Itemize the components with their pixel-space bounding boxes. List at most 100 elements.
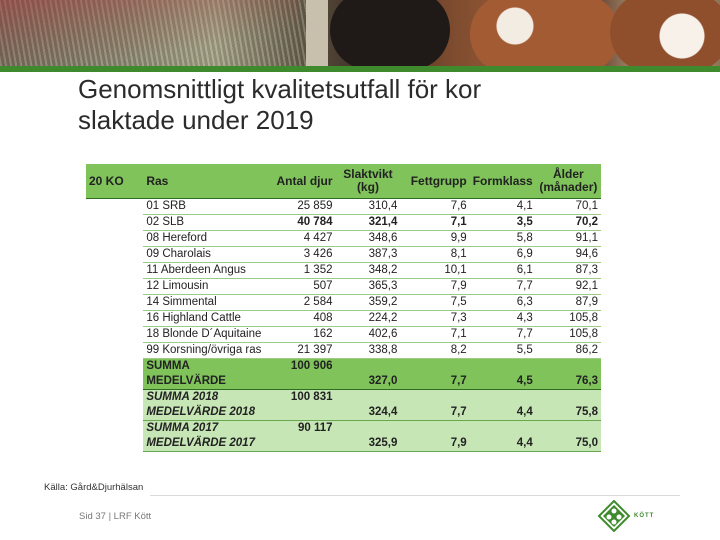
row-group-cell	[86, 279, 143, 295]
header-alder: Ålder (månader)	[535, 164, 601, 199]
row-fettgrupp: 8,2	[400, 342, 470, 359]
summa-antal: 100 906	[267, 358, 336, 374]
table-row: 12 Limousin 507 365,3 7,9 7,7 92,1	[86, 278, 601, 295]
summa-label: SUMMA	[143, 358, 268, 374]
header-slaktvikt-line1: Slaktvikt	[343, 167, 393, 181]
medel-label: MEDELVÄRDE	[143, 374, 268, 390]
row-formklass: 3,5	[469, 214, 536, 231]
summa-2018-label: SUMMA 2018	[143, 389, 268, 405]
row-fettgrupp: 10,1	[400, 262, 470, 279]
header-divider	[0, 66, 720, 72]
medel-slaktvikt: 327,0	[335, 374, 401, 390]
table-row: 99 Korsning/övriga ras 21 397 338,8 8,2 5,5 8…	[86, 342, 601, 359]
slide-title-line1: Genomsnittligt kvalitetsutfall för kor	[78, 74, 482, 104]
cow-red-white	[470, 0, 620, 66]
fence-post	[306, 0, 328, 66]
row-alder: 87,9	[535, 294, 601, 311]
row-fettgrupp: 7,1	[400, 214, 470, 231]
logo-text: KÖTT	[634, 513, 655, 519]
medel-2018-formklass: 4,4	[469, 405, 536, 421]
table-row: 09 Charolais 3 426 387,3 8,1 6,9 94,6	[86, 246, 601, 263]
header-alder-line1: Ålder	[553, 167, 584, 181]
row-antal: 162	[267, 326, 336, 343]
row-ras: 11 Aberdeen Angus	[143, 262, 268, 279]
medel-2018-alder: 75,8	[535, 405, 601, 421]
row-alder: 86,2	[535, 342, 601, 359]
row-slaktvikt: 387,3	[335, 246, 401, 263]
medel-2017-fettgrupp: 7,9	[400, 436, 470, 452]
row-ras: 09 Charolais	[143, 246, 268, 263]
row-fettgrupp: 9,9	[400, 230, 470, 247]
row-group-cell	[86, 199, 143, 215]
summa-2017-antal: 90 117	[267, 420, 336, 436]
table-row: 11 Aberdeen Angus 1 352 348,2 10,1 6,1 87,3	[86, 262, 601, 279]
medel-2017-formklass: 4,4	[469, 436, 536, 452]
row-slaktvikt: 365,3	[335, 278, 401, 295]
row-formklass: 6,1	[469, 262, 536, 279]
medel-row: MEDELVÄRDE 327,0 7,7 4,5 76,3	[86, 374, 601, 390]
header-ras: Ras	[143, 164, 268, 199]
row-formklass: 7,7	[469, 326, 536, 343]
medel-fettgrupp: 7,7	[400, 374, 470, 390]
table-row: 01 SRB 25 859 310,4 7,6 4,1 70,1	[86, 198, 601, 215]
header-photo	[0, 0, 720, 66]
header-formklass: Formklass	[469, 164, 536, 199]
table-row: 08 Hereford 4 427 348,6 9,9 5,8 91,1	[86, 230, 601, 247]
footer-divider	[150, 495, 680, 496]
row-group-cell	[86, 263, 143, 279]
row-ras: 02 SLB	[143, 214, 268, 231]
summa-2018-row: SUMMA 2018 100 831	[86, 389, 601, 405]
medel-2017-label: MEDELVÄRDE 2017	[143, 436, 268, 452]
row-ras: 14 Simmental	[143, 294, 268, 311]
medel-formklass: 4,5	[469, 374, 536, 390]
row-slaktvikt: 359,2	[335, 294, 401, 311]
row-group-cell	[86, 247, 143, 263]
row-antal: 25 859	[267, 198, 336, 215]
row-ras: 18 Blonde D´Aquitaine	[143, 326, 268, 343]
row-alder: 92,1	[535, 278, 601, 295]
cow-red-white-2	[610, 0, 720, 66]
table-row: 16 Highland Cattle 408 224,2 7,3 4,3 105,8	[86, 310, 601, 327]
row-slaktvikt: 338,8	[335, 342, 401, 359]
fence-area	[0, 0, 300, 66]
row-formklass: 7,7	[469, 278, 536, 295]
row-fettgrupp: 7,5	[400, 294, 470, 311]
source-note: Källa: Gård&Djurhälsan	[44, 482, 144, 493]
row-ras: 16 Highland Cattle	[143, 310, 268, 327]
row-fettgrupp: 7,1	[400, 326, 470, 343]
row-slaktvikt: 224,2	[335, 310, 401, 327]
medel-2017-slaktvikt: 325,9	[335, 436, 401, 452]
row-group-cell	[86, 215, 143, 231]
row-alder: 105,8	[535, 326, 601, 343]
row-antal: 3 426	[267, 246, 336, 263]
row-fettgrupp: 7,9	[400, 278, 470, 295]
row-ras: 01 SRB	[143, 198, 268, 215]
row-antal: 4 427	[267, 230, 336, 247]
header-slaktvikt-line2: (kg)	[356, 180, 379, 194]
row-ras: 99 Korsning/övriga ras	[143, 342, 268, 359]
header-group: 20 KO	[86, 164, 144, 199]
row-fettgrupp: 7,3	[400, 310, 470, 327]
medel-2017-alder: 75,0	[535, 436, 601, 452]
row-ras: 12 Limousin	[143, 278, 268, 295]
summa-2017-row: SUMMA 2017 90 117	[86, 420, 601, 436]
medel-2018-slaktvikt: 324,4	[335, 405, 401, 421]
row-alder: 94,6	[535, 246, 601, 263]
slide-title: Genomsnittligt kvalitetsutfall för kor s…	[78, 74, 638, 136]
row-formklass: 6,3	[469, 294, 536, 311]
row-formklass: 6,9	[469, 246, 536, 263]
lrf-kott-logo-icon	[597, 500, 631, 532]
medel-alder: 76,3	[535, 374, 601, 390]
row-antal: 408	[267, 310, 336, 327]
row-slaktvikt: 321,4	[335, 214, 401, 231]
row-fettgrupp: 7,6	[400, 198, 470, 215]
table-row: 18 Blonde D´Aquitaine 162 402,6 7,1 7,7 105,8	[86, 326, 601, 343]
slide-title-line2: slaktade under 2019	[78, 105, 314, 135]
row-formklass: 5,8	[469, 230, 536, 247]
row-alder: 70,2	[535, 214, 601, 231]
table-header-row: 20 KO Ras Antal djur Slaktvikt (kg) Fett…	[86, 164, 601, 199]
medel-2018-fettgrupp: 7,7	[400, 405, 470, 421]
row-fettgrupp: 8,1	[400, 246, 470, 263]
row-antal: 1 352	[267, 262, 336, 279]
summa-row: SUMMA 100 906	[86, 358, 601, 374]
